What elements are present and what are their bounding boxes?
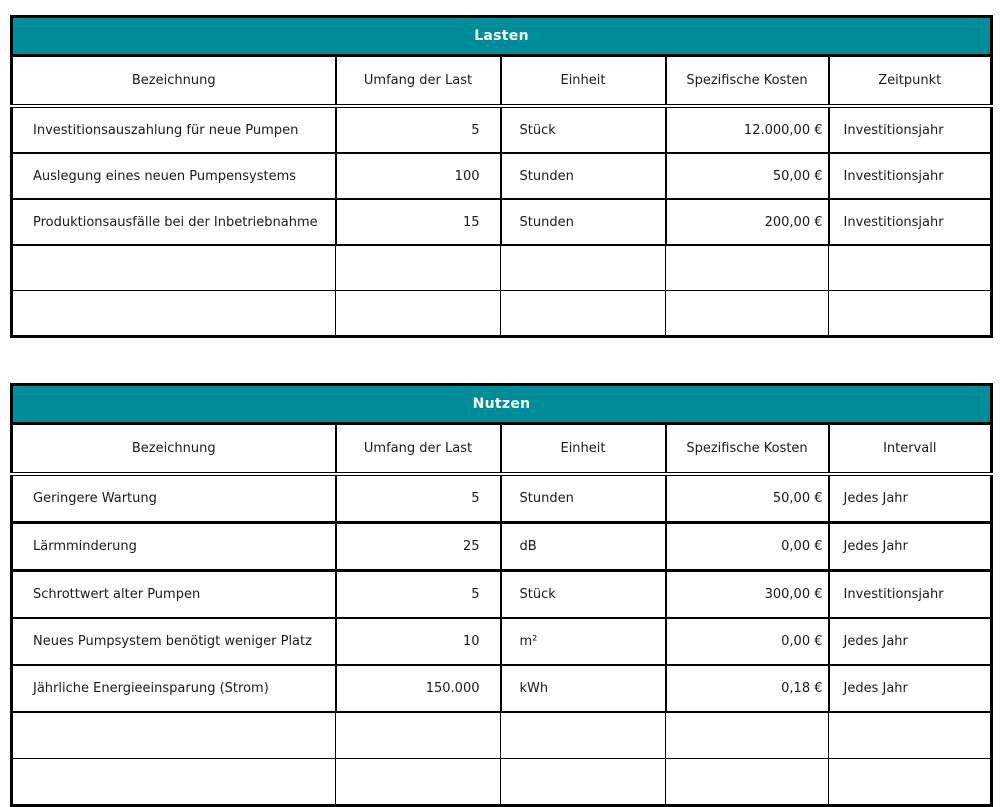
column-header-kosten: Spezifische Kosten [664, 54, 830, 108]
column-header-bezeichnung: Bezeichnung [10, 422, 337, 476]
cell-umfang: 10 [334, 617, 502, 666]
nutzen-table-title: Nutzen [11, 384, 992, 425]
cell-einheit: Stunden [499, 473, 667, 524]
nutzen-title-row: Nutzen [11, 384, 992, 425]
cell-bezeichnung [11, 711, 336, 759]
cell-einheit [500, 244, 666, 291]
column-header-kosten: Spezifische Kosten [664, 422, 830, 476]
cell-einheit: m² [499, 617, 667, 666]
cell-bezeichnung: Schrottwert alter Pumpen [10, 569, 337, 619]
cell-zeitpunkt [827, 244, 993, 291]
cell-einheit: dB [499, 521, 667, 572]
cell-umfang [335, 758, 501, 806]
empty-table-row [11, 290, 993, 337]
cell-kosten [665, 290, 829, 337]
empty-table-row [11, 244, 993, 291]
lasten-header-row: Bezeichnung Umfang der Last Einheit Spez… [10, 54, 993, 108]
cell-einheit [500, 758, 666, 806]
table-row: Geringere Wartung 5 Stunden 50,00 € Jede… [10, 473, 993, 524]
cell-umfang: 5 [334, 473, 502, 524]
column-header-intervall: Intervall [827, 422, 993, 476]
column-header-einheit: Einheit [499, 422, 667, 476]
cell-kosten [665, 711, 829, 759]
cell-intervall: Jedes Jahr [827, 521, 993, 572]
table-row: Auslegung eines neuen Pumpensystems 100 … [10, 152, 993, 200]
cell-umfang: 100 [334, 152, 502, 200]
cell-einheit: Stunden [499, 152, 667, 200]
cell-bezeichnung: Investitionsauszahlung für neue Pumpen [10, 105, 337, 154]
table-row: Lärmminderung 25 dB 0,00 € Jedes Jahr [10, 521, 993, 572]
cell-bezeichnung: Jährliche Energieeinsparung (Strom) [10, 664, 337, 713]
cell-kosten: 0,18 € [664, 664, 830, 713]
column-header-umfang: Umfang der Last [334, 54, 502, 108]
cell-bezeichnung: Geringere Wartung [10, 473, 337, 524]
cell-bezeichnung: Auslegung eines neuen Pumpensystems [10, 152, 337, 200]
cell-einheit [500, 711, 666, 759]
cell-intervall: Investitionsjahr [827, 569, 993, 619]
cell-umfang: 15 [334, 198, 502, 246]
cell-intervall [827, 711, 993, 759]
cell-intervall: Jedes Jahr [827, 473, 993, 524]
cell-intervall: Jedes Jahr [827, 664, 993, 713]
empty-table-row [11, 711, 993, 759]
cell-bezeichnung [11, 244, 336, 291]
cell-zeitpunkt: Investitionsjahr [827, 152, 993, 200]
cell-umfang [335, 244, 501, 291]
column-header-umfang: Umfang der Last [334, 422, 502, 476]
table-row: Jährliche Energieeinsparung (Strom) 150.… [10, 664, 993, 713]
table-row: Neues Pumpsystem benötigt weniger Platz … [10, 617, 993, 666]
cell-umfang: 25 [334, 521, 502, 572]
column-header-bezeichnung: Bezeichnung [10, 54, 337, 108]
cell-einheit: Stück [499, 105, 667, 154]
column-header-einheit: Einheit [499, 54, 667, 108]
cell-intervall [827, 758, 993, 806]
cell-umfang [335, 290, 501, 337]
cell-umfang: 5 [334, 569, 502, 619]
cell-kosten: 50,00 € [664, 152, 830, 200]
cell-kosten: 0,00 € [664, 521, 830, 572]
cell-kosten: 12.000,00 € [664, 105, 830, 154]
cell-umfang [335, 711, 501, 759]
lasten-table-title: Lasten [11, 16, 992, 57]
cell-zeitpunkt [827, 290, 993, 337]
cell-zeitpunkt: Investitionsjahr [827, 105, 993, 154]
cell-zeitpunkt: Investitionsjahr [827, 198, 993, 246]
cell-umfang: 5 [334, 105, 502, 154]
cell-kosten: 300,00 € [664, 569, 830, 619]
table-row: Produktionsausfälle bei der Inbetriebnah… [10, 198, 993, 246]
empty-table-row [11, 758, 993, 806]
cell-bezeichnung [11, 290, 336, 337]
cell-einheit: kWh [499, 664, 667, 713]
cell-einheit: Stunden [499, 198, 667, 246]
cell-kosten [665, 758, 829, 806]
cell-intervall: Jedes Jahr [827, 617, 993, 666]
cell-kosten [665, 244, 829, 291]
cell-kosten: 0,00 € [664, 617, 830, 666]
column-header-zeitpunkt: Zeitpunkt [827, 54, 993, 108]
cell-bezeichnung: Neues Pumpsystem benötigt weniger Platz [10, 617, 337, 666]
cell-einheit: Stück [499, 569, 667, 619]
cell-bezeichnung: Lärmminderung [10, 521, 337, 572]
nutzen-header-row: Bezeichnung Umfang der Last Einheit Spez… [10, 422, 993, 476]
lasten-table: Lasten Bezeichnung Umfang der Last Einhe… [10, 15, 994, 338]
nutzen-table: Nutzen Bezeichnung Umfang der Last Einhe… [10, 383, 994, 807]
table-row: Schrottwert alter Pumpen 5 Stück 300,00 … [10, 569, 993, 619]
table-row: Investitionsauszahlung für neue Pumpen 5… [10, 105, 993, 154]
cell-bezeichnung: Produktionsausfälle bei der Inbetriebnah… [10, 198, 337, 246]
lasten-title-row: Lasten [11, 16, 992, 57]
cell-bezeichnung [11, 758, 336, 806]
cell-kosten: 50,00 € [664, 473, 830, 524]
cell-umfang: 150.000 [334, 664, 502, 713]
cell-einheit [500, 290, 666, 337]
cell-kosten: 200,00 € [664, 198, 830, 246]
